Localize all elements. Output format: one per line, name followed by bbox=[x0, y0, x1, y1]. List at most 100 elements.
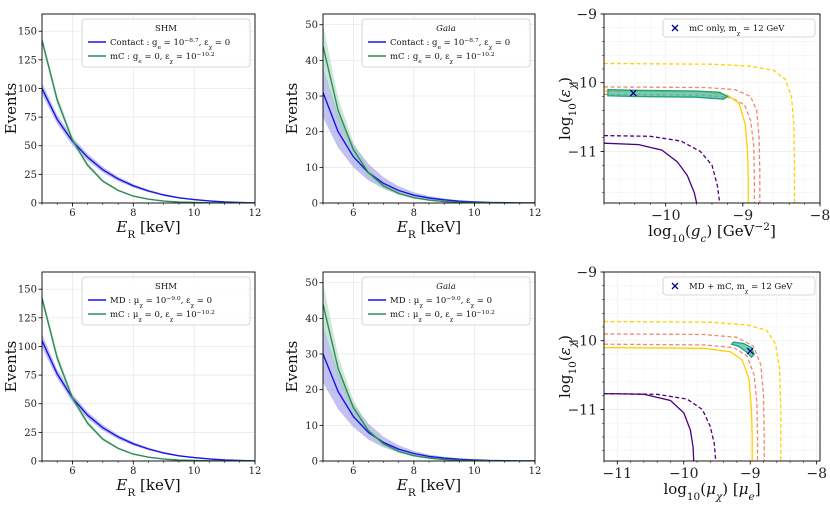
y-tick-label: −10 bbox=[567, 76, 597, 92]
y-tick-label: 0 bbox=[31, 199, 37, 210]
y-tick-label: 40 bbox=[305, 314, 318, 325]
x-tick-label: 10 bbox=[468, 208, 481, 219]
legend-entry-0: Contact : ge = 10−8.7, εχ = 0 bbox=[390, 37, 510, 51]
best-fit-marker bbox=[629, 89, 637, 97]
legend-box bbox=[361, 18, 531, 68]
y-tick-label: 50 bbox=[24, 399, 37, 410]
legend-entry-1: mC : μχ = 0, εχ = 10−10.2 bbox=[390, 309, 495, 323]
legend: Gaia Contact : ge = 10−8.7, εχ = 0mC : ge… bbox=[361, 18, 531, 68]
y-tick-label: 20 bbox=[305, 385, 318, 396]
legend-title: Gaia bbox=[436, 24, 456, 34]
x-tick-label: 12 bbox=[249, 466, 262, 477]
panel-p1: 6 8 10 12 0 25 50 75 100 125 150 ER [keV] Events SHM C… bbox=[2, 13, 262, 241]
y-axis-label: log10(εχ) bbox=[556, 77, 579, 140]
contour-line-5 bbox=[604, 392, 695, 461]
gridlines bbox=[603, 13, 821, 203]
legend-title: SHM bbox=[155, 282, 177, 292]
y-tick-label: 30 bbox=[305, 92, 318, 103]
x-tick-label: 12 bbox=[529, 208, 542, 219]
series-line-0 bbox=[42, 88, 255, 203]
legend-entry: mC only, mχ = 12 GeV bbox=[689, 24, 785, 37]
contour-line-4 bbox=[604, 392, 717, 461]
y-tick-label: 0 bbox=[312, 199, 318, 210]
x-tick-label: 6 bbox=[350, 208, 356, 219]
y-tick-label: 150 bbox=[18, 27, 37, 38]
legend-entry-1: mC : ge = 0, εχ = 10−10.2 bbox=[390, 51, 495, 65]
legend-box bbox=[361, 276, 531, 326]
y-tick-label: −9 bbox=[576, 265, 597, 281]
contour-line-4 bbox=[604, 134, 721, 203]
x-tick-label: 6 bbox=[350, 466, 356, 477]
contour-line-0 bbox=[604, 62, 796, 203]
y-axis-label: log10(εχ) bbox=[556, 335, 579, 398]
contour-line-6 bbox=[607, 88, 729, 100]
x-axis-label: ER [keV] bbox=[396, 476, 461, 499]
x-axis-label: ER [keV] bbox=[115, 218, 180, 241]
legend-box bbox=[81, 18, 251, 68]
panel-p4: 6 8 10 12 0 25 50 75 100 125 150 ER [keV] Events SHM M… bbox=[2, 271, 262, 499]
legend-entry-0: Contact : ge = 10−8.7, εχ = 0 bbox=[110, 37, 230, 51]
y-tick-label: 40 bbox=[305, 56, 318, 67]
legend: SHM Contact : ge = 10−8.7, εχ = 0mC : ge … bbox=[81, 18, 251, 68]
x-tick-label: 12 bbox=[529, 466, 542, 477]
y-tick-label: 75 bbox=[24, 371, 37, 382]
contour-line-1 bbox=[604, 86, 761, 203]
contour-line-2 bbox=[604, 343, 759, 461]
y-tick-label: −11 bbox=[567, 402, 597, 418]
contour-line-3 bbox=[604, 346, 753, 461]
series-line-1 bbox=[323, 45, 535, 203]
legend-marker bbox=[671, 24, 679, 32]
y-tick-label: 50 bbox=[305, 20, 318, 31]
legend: MD + mC, mχ = 12 GeV bbox=[662, 276, 816, 296]
series-band-0 bbox=[323, 67, 535, 203]
x-tick-label: −9 bbox=[733, 208, 754, 224]
y-tick-label: 125 bbox=[18, 55, 37, 66]
series-line-0 bbox=[42, 340, 255, 461]
x-tick-label: −9 bbox=[740, 466, 761, 482]
legend-box bbox=[81, 276, 251, 326]
contour-line-3 bbox=[604, 90, 749, 203]
y-tick-label: 20 bbox=[305, 127, 318, 138]
y-tick-label: 75 bbox=[24, 113, 37, 124]
series-line-1 bbox=[323, 303, 535, 461]
legend-entry: MD + mC, mχ = 12 GeV bbox=[689, 282, 793, 295]
plot-area bbox=[604, 320, 782, 461]
x-tick-label: 8 bbox=[130, 208, 136, 219]
legend-box bbox=[662, 276, 816, 296]
legend-entry-0: MD : μχ = 10−9.0, εχ = 0 bbox=[390, 295, 492, 309]
legend-entry-0: MD : μχ = 10−9.0, εχ = 0 bbox=[110, 295, 212, 309]
y-tick-label: 10 bbox=[305, 163, 318, 174]
y-axis-label: Events bbox=[283, 83, 301, 135]
contour-line-1 bbox=[604, 333, 765, 461]
y-axis-label: Events bbox=[2, 83, 20, 135]
x-axis-label: ER [keV] bbox=[396, 218, 461, 241]
x-axis-label: log10(gc) [GeV−2] bbox=[648, 221, 776, 245]
panel-p5: 6 8 10 12 0 10 20 30 40 50 ER [keV] Events Gaia MD : … bbox=[283, 271, 542, 499]
x-tick-label: 10 bbox=[188, 208, 201, 219]
y-tick-label: 125 bbox=[18, 313, 37, 324]
y-tick-label: 100 bbox=[18, 84, 37, 95]
x-tick-label: −8 bbox=[810, 208, 830, 224]
best-fit-marker bbox=[746, 347, 754, 355]
x-tick-label: 6 bbox=[69, 208, 75, 219]
legend-marker bbox=[671, 282, 679, 290]
x-tick-label: −11 bbox=[603, 466, 633, 482]
y-tick-label: 0 bbox=[31, 457, 37, 468]
y-tick-label: 25 bbox=[24, 428, 37, 439]
x-tick-label: 10 bbox=[468, 466, 481, 477]
y-tick-label: 50 bbox=[24, 141, 37, 152]
legend-title: SHM bbox=[155, 24, 177, 34]
y-tick-label: 150 bbox=[18, 285, 37, 296]
axes-frame bbox=[603, 271, 821, 462]
plot-area bbox=[604, 62, 796, 203]
x-axis-label: log10(μχ) [μe] bbox=[663, 480, 760, 503]
x-tick-label: 10 bbox=[188, 466, 201, 477]
x-tick-label: 12 bbox=[249, 208, 262, 219]
legend-entry-1: mC : ge = 0, εχ = 10−10.2 bbox=[110, 51, 215, 65]
x-tick-label: −8 bbox=[806, 466, 827, 482]
y-tick-label: −9 bbox=[576, 7, 597, 23]
panel-p2: 6 8 10 12 0 10 20 30 40 50 ER [keV] Events Gaia Conta… bbox=[283, 13, 542, 241]
y-tick-label: 25 bbox=[24, 170, 37, 181]
x-axis-label: ER [keV] bbox=[115, 476, 180, 499]
